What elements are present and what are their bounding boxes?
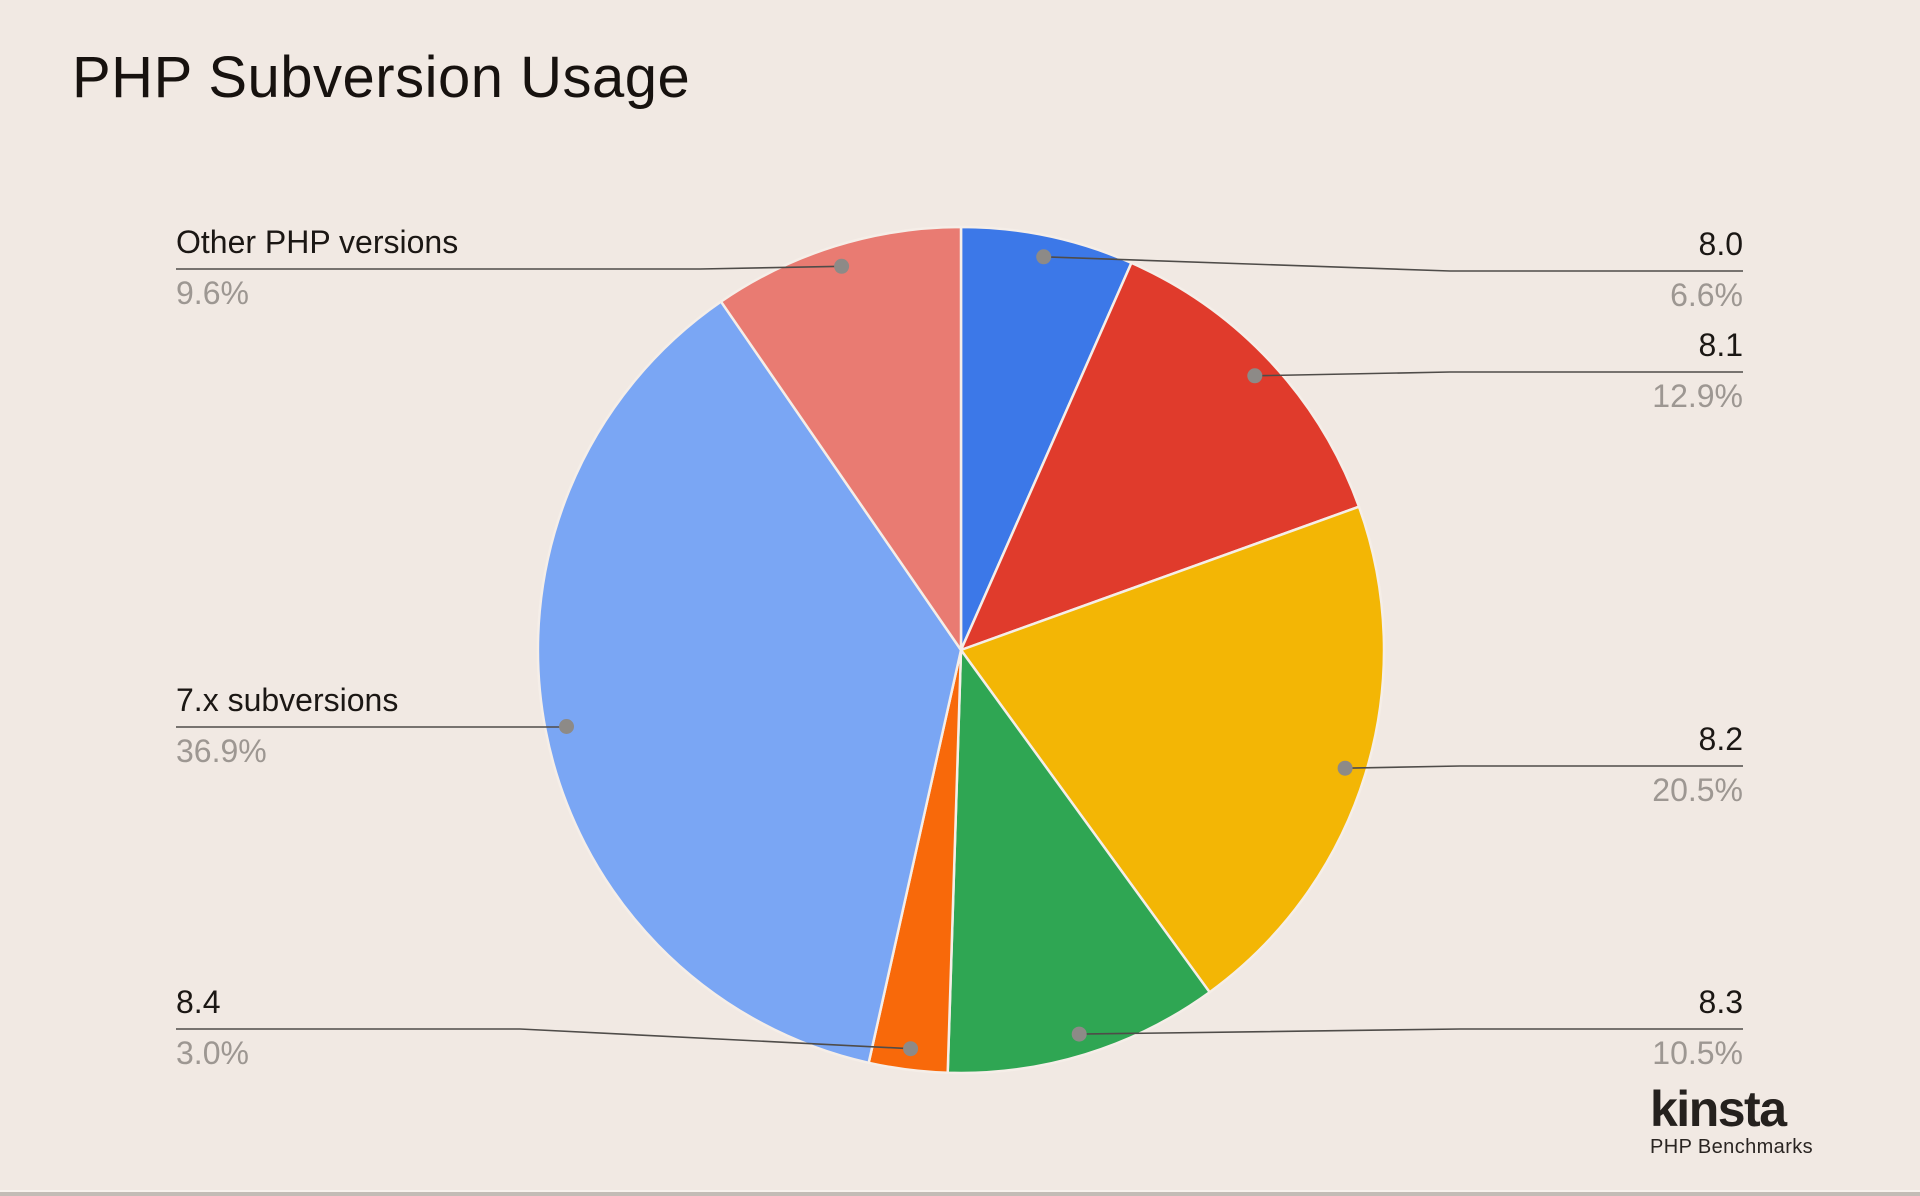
leader-line-8-2 xyxy=(1345,765,1743,769)
leader-dot-8-0 xyxy=(1036,249,1052,265)
leader-dot-8-4 xyxy=(903,1041,919,1057)
kinsta-tagline: PHP Benchmarks xyxy=(1650,1136,1814,1158)
leader-line-other-php-versions xyxy=(176,265,842,270)
leader-dot-8-3 xyxy=(1071,1026,1087,1042)
kinsta-logo: kinsta xyxy=(1650,1081,1787,1137)
leader-line-8-3 xyxy=(1079,1028,1743,1035)
leader-line-7-x-subversions xyxy=(176,725,567,728)
bottom-strip-dark xyxy=(0,1192,1920,1196)
pie-slice-8-3 xyxy=(946,648,1211,1075)
leader-line-8-1 xyxy=(1254,371,1743,377)
kinsta-branding: kinsta PHP Benchmarks xyxy=(1650,1084,1813,1158)
pie-slice-other-php-versions xyxy=(719,225,963,652)
chart-title: PHP Subversion Usage xyxy=(72,45,691,110)
leader-dot-other-php-versions xyxy=(834,258,850,274)
bottom-strip-light xyxy=(0,1190,1920,1192)
pie-slice-8-2 xyxy=(959,505,1386,994)
pie-slice-7-x-subversions xyxy=(536,300,963,1065)
leader-line-8-0 xyxy=(1043,256,1743,272)
leader-dot-8-1 xyxy=(1247,368,1263,384)
pie-slice-8-1 xyxy=(959,261,1361,652)
leader-dot-8-2 xyxy=(1337,760,1353,776)
leader-lines-group xyxy=(176,249,1743,1057)
pie-slices-group xyxy=(536,225,1386,1075)
leader-dot-7-x-subversions xyxy=(559,719,574,734)
leader-line-8-4 xyxy=(176,1028,911,1050)
